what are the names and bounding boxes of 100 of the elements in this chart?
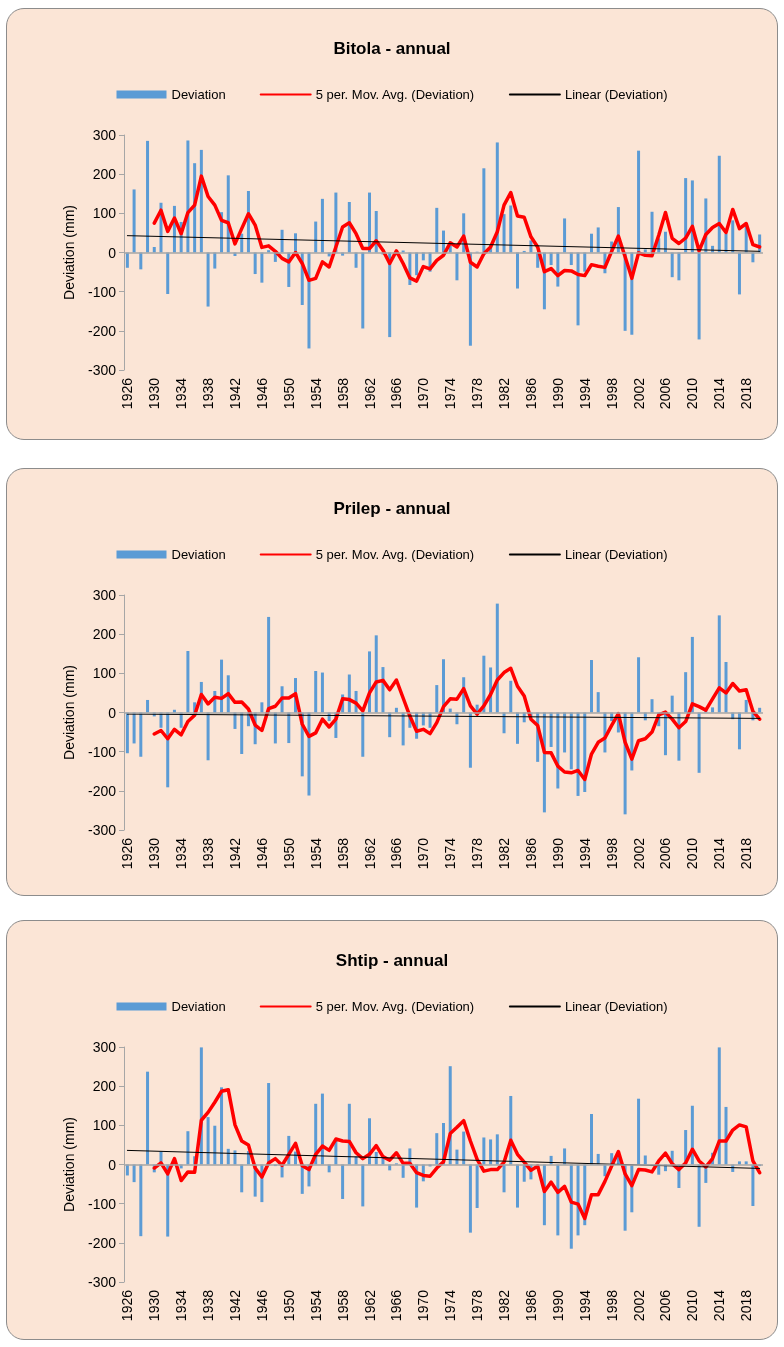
x-tick-label: 1950 (280, 1289, 297, 1322)
x-tick-label: 2018 (738, 837, 755, 870)
x-tick-label: 1930 (146, 1289, 163, 1322)
x-tick-label: 1958 (334, 837, 351, 870)
x-tick-label: 1962 (361, 1289, 378, 1322)
x-tick-label: 1986 (522, 837, 539, 870)
x-tick-label: 1946 (253, 377, 270, 410)
legend-label: 5 per. Mov. Avg. (Deviation) (315, 87, 475, 102)
x-tick-label: 1994 (576, 377, 593, 410)
y-tick-label: -300 (87, 822, 117, 838)
y-tick-label: -100 (87, 1195, 117, 1212)
x-tick-label: 1966 (388, 837, 405, 870)
legend-label: Linear (Deviation) (564, 547, 668, 562)
x-tick-label: 2002 (630, 377, 647, 410)
x-tick-label: 1946 (253, 1289, 270, 1322)
x-tick-label: 2018 (738, 1289, 755, 1322)
x-tick-label: 1942 (226, 377, 243, 410)
y-tick-label: 100 (92, 1117, 117, 1134)
x-tick-label: 1962 (361, 377, 378, 410)
x-tick-label: 1930 (146, 837, 163, 870)
x-tick-label: 1998 (603, 377, 620, 410)
x-tick-label: 1942 (226, 1289, 243, 1322)
x-tick-label: 1990 (549, 837, 566, 870)
x-tick-label: 2002 (630, 1289, 647, 1322)
x-tick-label: 1990 (549, 377, 566, 410)
y-tick-label: 200 (92, 626, 117, 643)
x-tick-label: 2014 (711, 1289, 728, 1322)
x-tick-label: 1990 (549, 1289, 566, 1322)
x-tick-label: 1974 (442, 377, 459, 410)
x-tick-label: 2006 (657, 1289, 674, 1322)
legend-label: Deviation (171, 87, 226, 102)
y-tick-label: 200 (92, 1078, 117, 1095)
x-tick-label: 1970 (415, 837, 432, 870)
legend-label: 5 per. Mov. Avg. (Deviation) (315, 999, 475, 1014)
y-tick-label: 300 (92, 587, 117, 603)
x-tick-label: 1978 (469, 377, 486, 410)
x-tick-label: 1926 (119, 837, 136, 870)
legend-label: Linear (Deviation) (564, 999, 668, 1014)
y-axis-title: Deviation (mm) (61, 205, 77, 300)
x-tick-label: 1938 (200, 837, 217, 870)
x-tick-label: 1994 (576, 837, 593, 870)
x-tick-label: 1986 (522, 1289, 539, 1322)
y-tick-label: 200 (92, 166, 117, 183)
y-tick-label: 100 (92, 205, 117, 222)
y-tick-label: -300 (87, 362, 117, 378)
x-tick-label: 1998 (603, 1289, 620, 1322)
x-tick-label: 1978 (469, 1289, 486, 1322)
x-tick-label: 1958 (334, 377, 351, 410)
y-tick-label: -100 (87, 743, 117, 760)
x-tick-label: 1986 (522, 377, 539, 410)
x-tick-label: 2006 (657, 837, 674, 870)
x-tick-label: 2010 (684, 837, 701, 870)
y-tick-label: 0 (108, 1156, 117, 1173)
x-tick-label: 1926 (119, 1289, 136, 1322)
y-tick-label: 300 (92, 127, 117, 143)
x-tick-label: 1934 (173, 377, 190, 410)
x-tick-label: 1950 (280, 377, 297, 410)
chart-title: Prilep - annual (333, 499, 451, 518)
y-axis-title: Deviation (mm) (61, 665, 77, 760)
chart-title: Bitola - annual (333, 39, 451, 58)
x-tick-label: 2014 (711, 377, 728, 410)
x-tick-label: 1974 (442, 837, 459, 870)
x-tick-label: 1982 (496, 837, 513, 870)
x-tick-label: 1934 (173, 1289, 190, 1322)
x-tick-label: 1994 (576, 1289, 593, 1322)
legend-label: 5 per. Mov. Avg. (Deviation) (315, 547, 475, 562)
x-tick-label: 1954 (307, 837, 324, 870)
x-tick-label: 1982 (496, 1289, 513, 1322)
x-tick-label: 1982 (496, 377, 513, 410)
x-tick-label: 1942 (226, 837, 243, 870)
x-tick-label: 1998 (603, 837, 620, 870)
chart-title: Shtip - annual (335, 951, 449, 970)
x-tick-label: 1978 (469, 837, 486, 870)
y-tick-label: 0 (108, 704, 117, 721)
x-tick-label: 1966 (388, 1289, 405, 1322)
y-tick-label: -200 (87, 1234, 117, 1251)
y-tick-label: -100 (87, 283, 117, 300)
y-tick-label: 0 (108, 244, 117, 261)
x-tick-label: 1930 (146, 377, 163, 410)
x-tick-label: 1962 (361, 837, 378, 870)
x-tick-label: 2010 (684, 377, 701, 410)
y-tick-label: -200 (87, 322, 117, 339)
legend-label: Deviation (171, 999, 226, 1014)
x-tick-label: 1954 (307, 377, 324, 410)
y-tick-label: -300 (87, 1274, 117, 1290)
x-tick-label: 1946 (253, 837, 270, 870)
legend-label: Linear (Deviation) (564, 87, 668, 102)
x-tick-label: 2002 (630, 837, 647, 870)
x-tick-label: 1954 (307, 1289, 324, 1322)
x-tick-label: 2006 (657, 377, 674, 410)
x-tick-label: 1966 (388, 377, 405, 410)
y-tick-label: 300 (92, 1039, 117, 1055)
y-tick-label: -200 (87, 782, 117, 799)
x-tick-label: 2018 (738, 377, 755, 410)
y-tick-label: 100 (92, 665, 117, 682)
x-tick-label: 1958 (334, 1289, 351, 1322)
x-tick-label: 1938 (200, 1289, 217, 1322)
x-tick-label: 1970 (415, 1289, 432, 1322)
x-tick-label: 1950 (280, 837, 297, 870)
x-tick-label: 1974 (442, 1289, 459, 1322)
